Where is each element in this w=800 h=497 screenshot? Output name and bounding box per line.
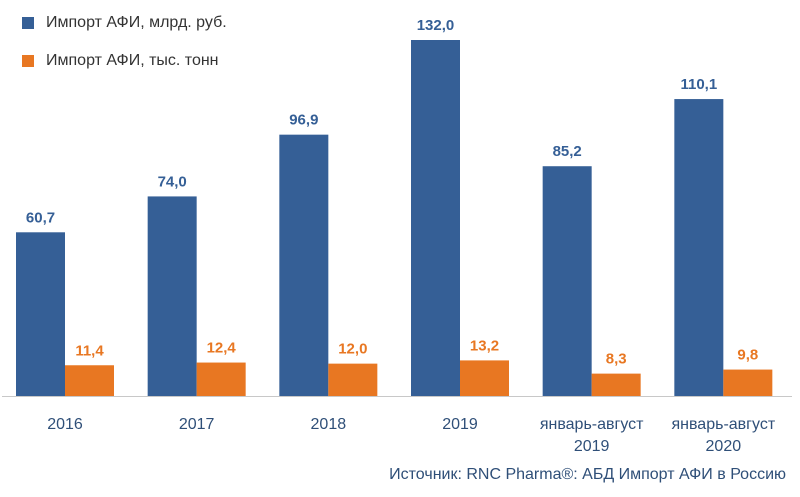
data-label-bg bbox=[153, 170, 192, 193]
data-label: 9,8 bbox=[737, 347, 758, 364]
data-label-bg bbox=[21, 206, 60, 229]
data-label: 96,9 bbox=[289, 112, 318, 129]
x-tick-label: январь-август bbox=[671, 416, 775, 433]
legend-swatch-rub bbox=[22, 17, 34, 29]
bar-rub bbox=[411, 40, 460, 396]
bar-tons bbox=[328, 363, 378, 396]
data-label: 8,3 bbox=[606, 351, 627, 368]
x-tick-label: 2017 bbox=[179, 416, 215, 433]
x-tick-label: январь-август bbox=[540, 416, 644, 433]
x-tick-label: 2016 bbox=[47, 416, 83, 433]
legend-label-rub: Импорт АФИ, млрд. руб. bbox=[46, 14, 227, 31]
x-tick-label: 2019 bbox=[574, 438, 610, 455]
bar-tons bbox=[723, 369, 773, 396]
data-label-bg bbox=[202, 336, 241, 359]
legend-item-tons: Импорт АФИ, тыс. тонн bbox=[22, 50, 227, 72]
bar-tons bbox=[460, 360, 509, 396]
legend-item-rub: Импорт АФИ, млрд. руб. bbox=[22, 12, 227, 34]
x-tick-label: 2018 bbox=[311, 416, 347, 433]
data-label-bg bbox=[70, 339, 109, 362]
x-tick-label: 2020 bbox=[706, 438, 742, 455]
data-label: 110,1 bbox=[680, 76, 717, 93]
legend: Импорт АФИ, млрд. руб. Импорт АФИ, тыс. … bbox=[22, 12, 227, 88]
data-label-bg bbox=[728, 343, 767, 366]
bar-rub bbox=[542, 166, 592, 396]
data-label-bg bbox=[597, 347, 636, 370]
bar-tons bbox=[65, 365, 114, 396]
data-label-bg bbox=[465, 334, 504, 357]
legend-label-tons: Импорт АФИ, тыс. тонн bbox=[46, 52, 219, 69]
bar-rub bbox=[674, 99, 724, 397]
data-label-bg bbox=[412, 14, 459, 36]
bar-tons bbox=[591, 373, 641, 396]
bar-rub bbox=[16, 232, 65, 396]
data-label: 60,7 bbox=[26, 209, 55, 226]
bar-rub bbox=[147, 196, 197, 396]
data-label: 85,2 bbox=[553, 143, 582, 160]
legend-swatch-tons bbox=[22, 55, 34, 67]
data-label: 11,4 bbox=[75, 342, 104, 359]
bar-tons bbox=[196, 362, 246, 396]
bar-rub bbox=[279, 134, 329, 396]
source-note: Источник: RNC Pharma®: АБД Импорт АФИ в … bbox=[389, 466, 786, 483]
data-label: 13,2 bbox=[470, 337, 499, 354]
data-label-bg bbox=[675, 73, 722, 96]
data-label-bg bbox=[333, 337, 372, 360]
data-label-bg bbox=[548, 140, 587, 163]
data-label: 74,0 bbox=[158, 173, 187, 190]
x-tick-label: 2019 bbox=[442, 416, 478, 433]
data-label-bg bbox=[284, 108, 323, 131]
data-label: 132,0 bbox=[417, 17, 455, 34]
data-label: 12,0 bbox=[338, 341, 367, 358]
data-label: 12,4 bbox=[207, 340, 237, 357]
